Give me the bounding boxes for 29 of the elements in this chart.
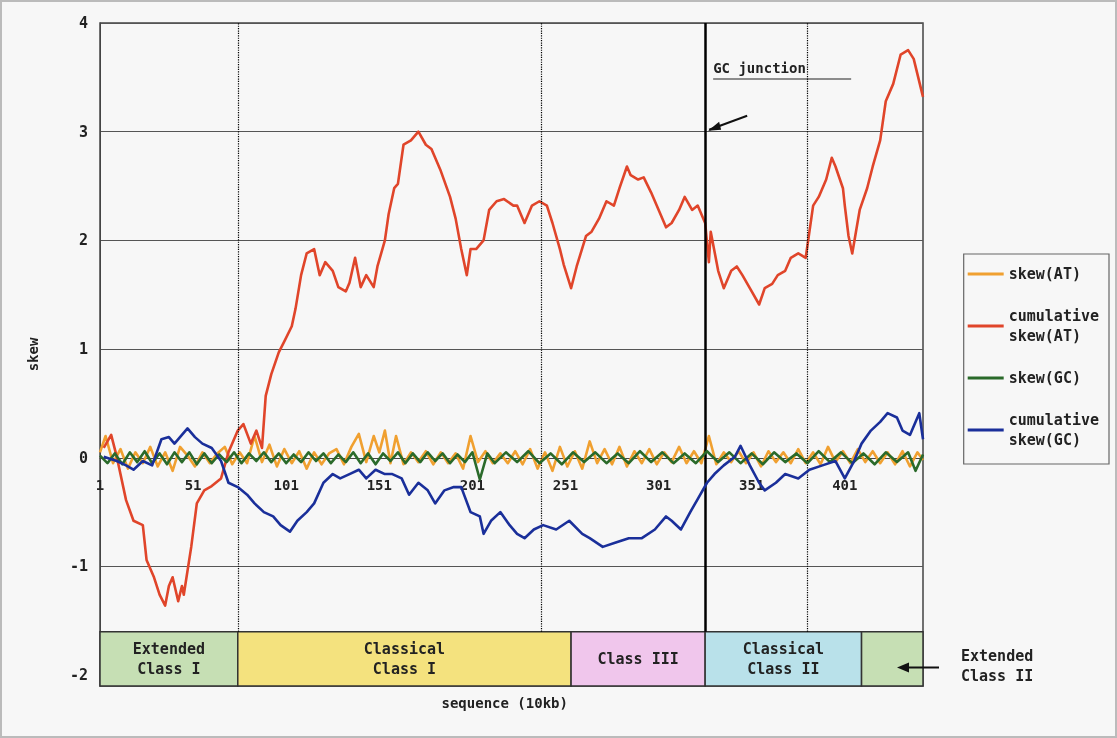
x-tick-label: 401	[832, 476, 858, 493]
legend-label: cumulative skew(AT)	[1008, 307, 1099, 345]
band-label: Classical Class I	[363, 639, 446, 678]
ref-line-label: GC junction	[713, 60, 806, 76]
x-tick-label: 251	[552, 476, 579, 493]
y-tick-label: 3	[78, 122, 88, 141]
y-tick-label: -2	[69, 666, 88, 685]
band-label: Extended Class I	[132, 639, 206, 678]
x-axis-title: sequence (10kb)	[441, 695, 568, 711]
y-tick-label: 1	[78, 340, 88, 359]
band-label: Class III	[597, 649, 679, 668]
legend-label: skew(GC)	[1008, 369, 1081, 387]
y-axis-title: skew	[25, 337, 41, 372]
line-series	[102, 411, 925, 549]
y-tick-label: 2	[78, 231, 88, 250]
y-tick-label: 0	[78, 448, 88, 467]
x-tick-label: 151	[366, 476, 392, 493]
x-tick-label: 201	[459, 476, 486, 493]
x-tick-label: 301	[645, 476, 672, 493]
line-series	[102, 48, 925, 607]
x-tick-label: 51	[184, 476, 202, 493]
y-tick-label: -1	[69, 557, 88, 576]
x-tick-label: 101	[273, 476, 299, 493]
line-series	[98, 449, 925, 481]
band-label: Extended Class II	[961, 646, 1034, 685]
legend-label: cumulative skew(GC)	[1008, 411, 1099, 449]
y-tick-label: 4	[78, 14, 88, 32]
legend-label: skew(AT)	[1008, 265, 1081, 283]
band-label: Classical Class II	[742, 639, 824, 678]
